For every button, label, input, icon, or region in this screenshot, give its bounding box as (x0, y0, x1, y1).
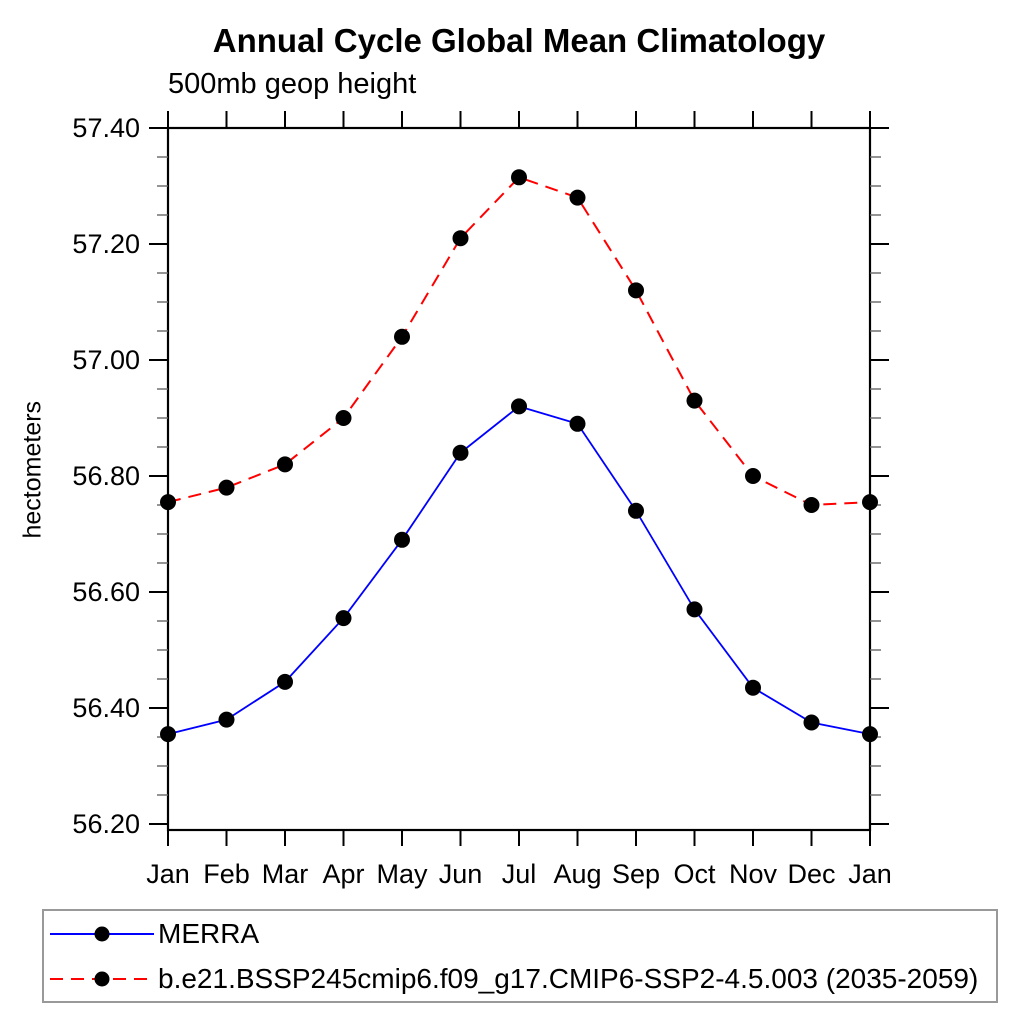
data-point (745, 679, 761, 696)
y-tick-label: 57.40 (72, 113, 140, 143)
chart-subtitle: 500mb geop height (168, 68, 417, 100)
x-tick-label: Dec (787, 859, 835, 889)
x-tick-label: Oct (673, 859, 716, 889)
data-point (452, 230, 469, 247)
data-point (394, 531, 410, 548)
y-tick-label: 57.20 (72, 229, 140, 259)
x-tick-label: Jan (146, 859, 190, 889)
y-tick-label: 56.60 (72, 577, 140, 607)
legend: MERRA b.e21.BSSP245cmip6.f09_g17.CMIP6-S… (42, 909, 998, 1003)
data-point (686, 601, 703, 618)
data-point (569, 415, 586, 432)
data-point (277, 456, 293, 473)
legend-line-sample-solid (50, 926, 154, 941)
y-tick-label: 56.20 (72, 809, 140, 839)
data-point (160, 494, 176, 511)
series-merra (160, 398, 878, 743)
data-point (394, 328, 410, 345)
legend-line-sample-dashed (50, 971, 154, 986)
data-point (335, 610, 352, 627)
y-tick-label: 56.80 (72, 461, 140, 491)
data-point (803, 714, 820, 731)
x-tick-label: Jan (848, 859, 892, 889)
data-point (277, 673, 293, 690)
x-tick-label: May (376, 859, 428, 889)
data-point (511, 169, 527, 186)
data-point (803, 497, 820, 513)
data-point (862, 726, 878, 743)
x-tick-label: Aug (553, 859, 601, 889)
x-tick-label: Feb (203, 859, 250, 889)
series-model (160, 169, 878, 513)
legend-label-model: b.e21.BSSP245cmip6.f09_g17.CMIP6-SSP2-4.… (158, 962, 979, 994)
data-point (218, 479, 235, 496)
legend-item-merra: MERRA (49, 912, 996, 955)
data-point (628, 282, 644, 299)
x-axis-ticks: Jan Feb Mar Apr May Jun Jul Aug Sep Oct Nov Dec Jan (146, 111, 892, 889)
chart-title: Annual Cycle Global Mean Climatology (212, 22, 826, 59)
data-point (628, 502, 644, 519)
legend-label-merra: MERRA (158, 917, 260, 949)
legend-item-model: b.e21.BSSP245cmip6.f09_g17.CMIP6-SSP2-4.… (49, 957, 996, 1000)
x-tick-label: Nov (729, 859, 778, 889)
data-point (745, 468, 761, 484)
data-point (569, 189, 586, 206)
data-point (160, 726, 176, 743)
data-point (862, 494, 878, 511)
axes (166, 126, 872, 832)
data-point (452, 444, 469, 461)
x-tick-label: Jun (439, 859, 483, 889)
y-axis-ticks: 56.20 56.40 56.60 56.80 57.00 57.20 57.40 (72, 113, 889, 839)
x-tick-label: Sep (612, 859, 660, 889)
data-point (686, 392, 703, 409)
y-tick-label: 57.00 (72, 345, 140, 375)
x-tick-label: Mar (262, 859, 309, 889)
y-tick-label: 56.40 (72, 693, 140, 723)
data-point (218, 711, 235, 728)
x-tick-label: Apr (322, 859, 364, 889)
data-point (335, 410, 352, 426)
data-point (511, 398, 527, 415)
x-tick-label: Jul (502, 859, 537, 889)
